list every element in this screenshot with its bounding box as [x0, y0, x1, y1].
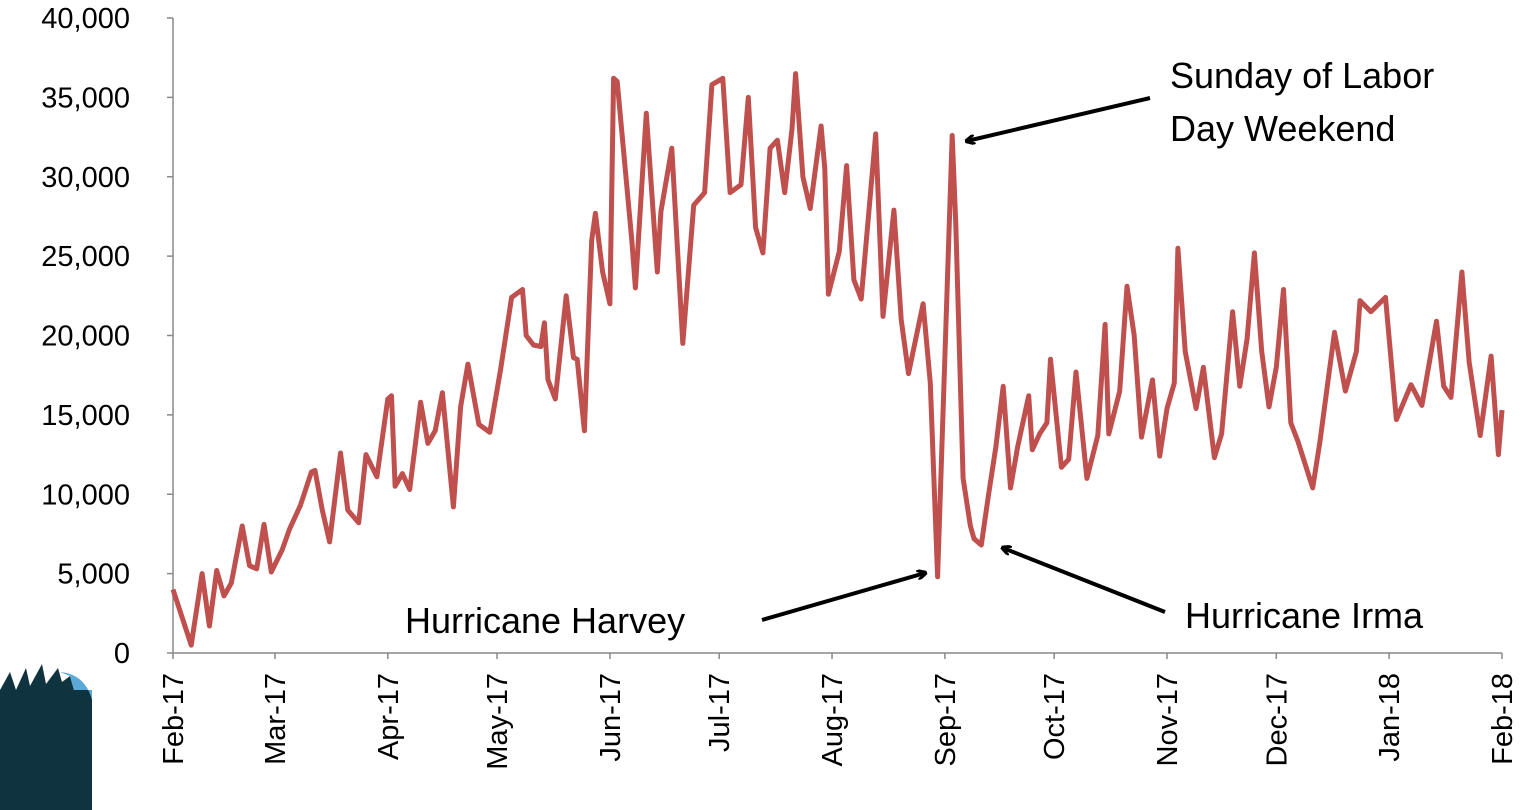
x-tick-label: Feb-18: [1487, 673, 1519, 765]
x-tick-label: Feb-17: [158, 673, 190, 765]
x-tick-label: Nov-17: [1152, 673, 1184, 767]
y-tick-label: 10,000: [41, 479, 130, 511]
x-tick-label: Jul-17: [704, 673, 736, 752]
y-tick-label: 35,000: [41, 82, 130, 114]
arrow: [761, 573, 925, 622]
y-tick-label: 15,000: [41, 400, 130, 432]
x-tick-label: Dec-17: [1261, 673, 1293, 767]
x-tick-label: Aug-17: [817, 673, 849, 767]
annotation: Hurricane Harvey: [405, 600, 685, 641]
y-tick-label: 0: [114, 638, 130, 670]
annotation: Day Weekend: [1170, 108, 1395, 149]
data-line: [170, 71, 1505, 648]
annotation: Hurricane Irma: [1185, 595, 1424, 636]
logo: [0, 664, 92, 810]
arrow: [967, 96, 1151, 141]
y-tick-label: 5,000: [57, 559, 130, 591]
x-tick-label: May-17: [482, 673, 514, 770]
x-tick-label: Oct-17: [1039, 673, 1071, 760]
x-tick-label: Apr-17: [373, 673, 405, 760]
x-tick-label: Jun-17: [595, 673, 627, 762]
logo-sky: [60, 672, 92, 700]
x-tick-label: Sep-17: [930, 673, 962, 767]
y-tick-label: 25,000: [41, 241, 130, 273]
x-tick-label: Jan-18: [1374, 673, 1406, 762]
y-tick-label: 30,000: [41, 162, 130, 194]
annotation: Sunday of Labor: [1170, 55, 1434, 96]
y-tick-label: 40,000: [41, 3, 130, 35]
arrow: [1003, 548, 1166, 614]
y-tick-label: 20,000: [41, 321, 130, 353]
x-tick-label: Mar-17: [260, 673, 292, 765]
